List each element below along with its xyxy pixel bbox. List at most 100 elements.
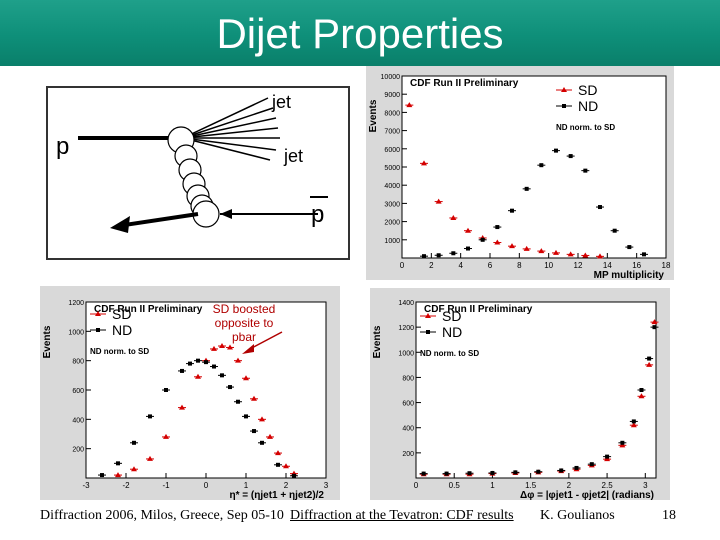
x-tick-label: 6 (488, 261, 493, 270)
label-jet2: jet (283, 146, 303, 166)
y-tick-label: 400 (72, 417, 84, 424)
data-point-nd (554, 148, 558, 153)
data-point-nd (568, 154, 573, 159)
data-point-nd (421, 471, 426, 476)
plot-area (85, 301, 327, 479)
y-tick-label: 1200 (68, 300, 84, 307)
y-tick-label: 1000 (384, 238, 400, 245)
data-point-nd (252, 429, 256, 434)
x-tick-label: -1 (162, 481, 170, 490)
data-point-nd (276, 462, 280, 467)
data-point-sd (630, 422, 637, 428)
plot-eta-panel: -3 -2 -1 0 1 2 3 200 400 600 800 1000 1200 CDF Run II… (40, 286, 340, 501)
diagram-svg: p jet jet p (56, 92, 328, 233)
x-tick-label: 3 (324, 481, 329, 490)
data-point-nd (422, 254, 426, 259)
data-point-sd (597, 253, 603, 259)
data-point-nd (620, 440, 625, 445)
y-tick-label: 4000 (384, 183, 400, 190)
pbar-in-arrow (220, 209, 232, 219)
pbar-out-line (117, 212, 199, 228)
label-pbar: p (311, 201, 324, 228)
data-point-nd (451, 251, 456, 256)
data-point-nd (100, 473, 104, 478)
y-tick-label: 1000 (68, 329, 84, 336)
data-point-sd (509, 243, 515, 249)
dijet-diagram: p jet jet p (46, 86, 350, 260)
data-point-nd (467, 471, 472, 476)
legend-label: SD (442, 308, 461, 324)
plot-eta: -3 -2 -1 0 1 2 3 200 400 600 800 1000 1200 CDF Run II… (42, 300, 329, 501)
data-point-nd (148, 414, 152, 419)
legend-note: ND norm. to SD (420, 349, 479, 358)
y-axis-label: Events (42, 325, 53, 358)
legend-marker-nd (96, 328, 100, 332)
data-point-sd (450, 214, 457, 220)
y-tick-label: 2000 (384, 220, 400, 227)
y-tick-label: 5000 (384, 165, 400, 172)
data-point-nd (466, 246, 470, 251)
footer-page-number: 18 (662, 508, 676, 523)
annotation-arrow (242, 331, 283, 354)
data-point-nd (524, 186, 529, 191)
data-point-nd (647, 356, 652, 361)
data-point-sd (523, 245, 530, 251)
chart-title: CDF Run II Preliminary (410, 78, 519, 89)
data-point-sd (147, 455, 153, 461)
y-tick-label: 1200 (398, 325, 414, 332)
x-tick-label: 2 (284, 481, 289, 490)
data-point-sd (604, 456, 611, 462)
y-tick-label: 600 (72, 388, 84, 395)
data-point-nd (196, 358, 200, 363)
title-bar (0, 0, 720, 66)
data-point-sd (582, 252, 589, 258)
legend-marker-sd (95, 311, 101, 316)
label-jet1: jet (271, 92, 291, 112)
data-point-sd (275, 450, 281, 456)
chart-title: CDF Run II Preliminary (94, 304, 203, 315)
footer-talk-link[interactable]: Diffraction at the Tevatron: CDF results (290, 508, 514, 523)
x-tick-label: 2 (567, 481, 572, 490)
footer-conference: Diffraction 2006, Milos, Greece, Sep 05-… (40, 508, 284, 523)
legend-label: SD (112, 306, 131, 322)
data-point-nd (652, 325, 657, 330)
data-point-nd (631, 419, 636, 424)
data-point-sd (131, 466, 137, 472)
data-point-sd (227, 344, 233, 350)
x-tick-label: 8 (517, 261, 522, 270)
data-point-nd (188, 361, 192, 366)
legend-marker-nd (562, 104, 566, 108)
data-point-sd (638, 393, 645, 399)
data-point-nd (639, 388, 644, 392)
data-point-nd (292, 473, 296, 478)
data-point-nd (204, 360, 208, 365)
jet-spray (182, 97, 280, 161)
chart-title: CDF Run II Preliminary (424, 304, 533, 315)
plot-area (401, 75, 667, 259)
x-tick-label: 4 (458, 261, 463, 270)
y-tick-label: 200 (72, 447, 84, 454)
data-point-nd (244, 414, 248, 419)
y-tick-label: 7000 (384, 129, 400, 136)
plot-multiplicity-panel: 0 2 4 6 8 10 12 14 16 18 1000 2000 3000 4000 5000 6000 7… (366, 66, 674, 281)
x-tick-label: 0 (414, 481, 419, 490)
data-point-sd (651, 319, 658, 325)
x-tick-label: -2 (122, 481, 130, 490)
legend-label: ND (442, 324, 462, 340)
data-point-sd (219, 343, 225, 348)
legend-label: SD (578, 82, 597, 98)
data-point-sd (251, 395, 257, 401)
data-point-sd (267, 433, 273, 439)
y-tick-label: 1000 (398, 350, 414, 357)
data-point-nd (559, 468, 564, 473)
x-axis-label: MP multiplicity (594, 270, 665, 280)
data-point-nd (164, 388, 168, 392)
legend-label: ND (578, 98, 598, 114)
data-point-sd (538, 248, 545, 254)
data-point-nd (260, 440, 264, 445)
plot-area (415, 301, 657, 479)
data-point-nd (490, 470, 495, 475)
data-point-sd (421, 160, 427, 166)
sd-boost-annotation: SD boosted opposite to pbar (202, 302, 286, 344)
data-point-nd (536, 469, 541, 474)
